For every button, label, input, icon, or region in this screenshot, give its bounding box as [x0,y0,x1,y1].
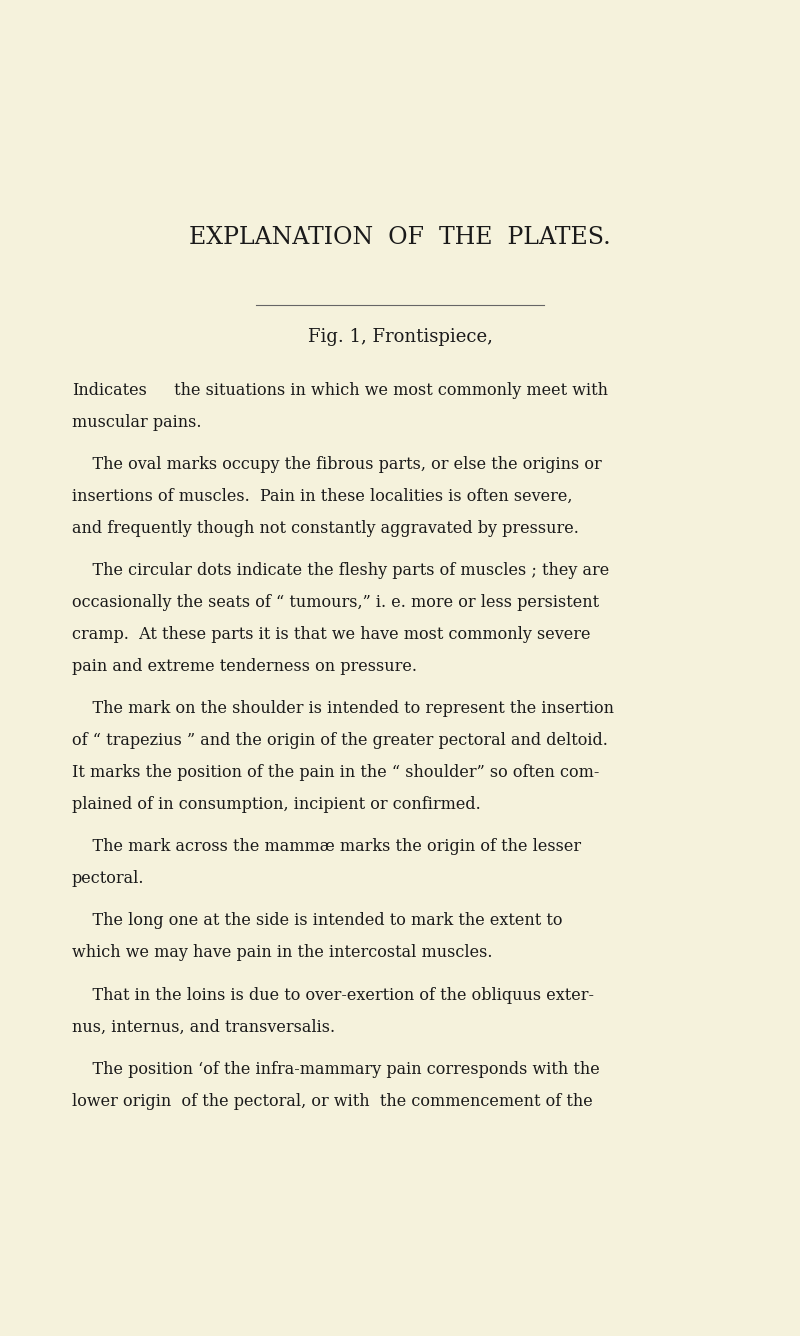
Text: nus, internus, and transversalis.: nus, internus, and transversalis. [72,1018,335,1035]
Text: lower origin  of the pectoral, or with  the commencement of the: lower origin of the pectoral, or with th… [72,1093,593,1110]
Text: and frequently though not constantly aggravated by pressure.: and frequently though not constantly agg… [72,520,579,537]
Text: That in the loins is due to over-exertion of the obliquus exter-: That in the loins is due to over-exertio… [72,987,594,1003]
Text: Fig. 1, Frontispiece,: Fig. 1, Frontispiece, [307,327,493,346]
Text: The mark on the shoulder is intended to represent the insertion: The mark on the shoulder is intended to … [72,700,614,717]
Text: The mark across the mammæ marks the origin of the lesser: The mark across the mammæ marks the orig… [72,838,581,855]
Text: the situations in which we most commonly meet with: the situations in which we most commonly… [169,382,608,399]
Text: Indicates: Indicates [72,382,147,399]
Text: pain and extreme tenderness on pressure.: pain and extreme tenderness on pressure. [72,657,417,675]
Text: of “ trapezius ” and the origin of the greater pectoral and deltoid.: of “ trapezius ” and the origin of the g… [72,732,608,749]
Text: It marks the position of the pain in the “ shoulder” so often com-: It marks the position of the pain in the… [72,764,599,782]
Text: insertions of muscles.  Pain in these localities is often severe,: insertions of muscles. Pain in these loc… [72,488,573,505]
Text: EXPLANATION  OF  THE  PLATES.: EXPLANATION OF THE PLATES. [189,226,611,250]
Text: which we may have pain in the intercostal muscles.: which we may have pain in the intercosta… [72,945,493,962]
Text: occasionally the seats of “ tumours,” i. e. more or less persistent: occasionally the seats of “ tumours,” i.… [72,595,599,612]
Text: muscular pains.: muscular pains. [72,414,202,432]
Text: The position ‘of the infra-mammary pain corresponds with the: The position ‘of the infra-mammary pain … [72,1061,600,1078]
Text: The long one at the side is intended to mark the extent to: The long one at the side is intended to … [72,912,562,930]
Text: The oval marks occupy the fibrous parts, or else the origins or: The oval marks occupy the fibrous parts,… [72,457,602,473]
Text: pectoral.: pectoral. [72,870,145,887]
Text: plained of in consumption, incipient or confirmed.: plained of in consumption, incipient or … [72,796,481,812]
Text: The circular dots indicate the fleshy parts of muscles ; they are: The circular dots indicate the fleshy pa… [72,562,610,580]
Text: cramp.  At these parts it is that we have most commonly severe: cramp. At these parts it is that we have… [72,627,590,643]
